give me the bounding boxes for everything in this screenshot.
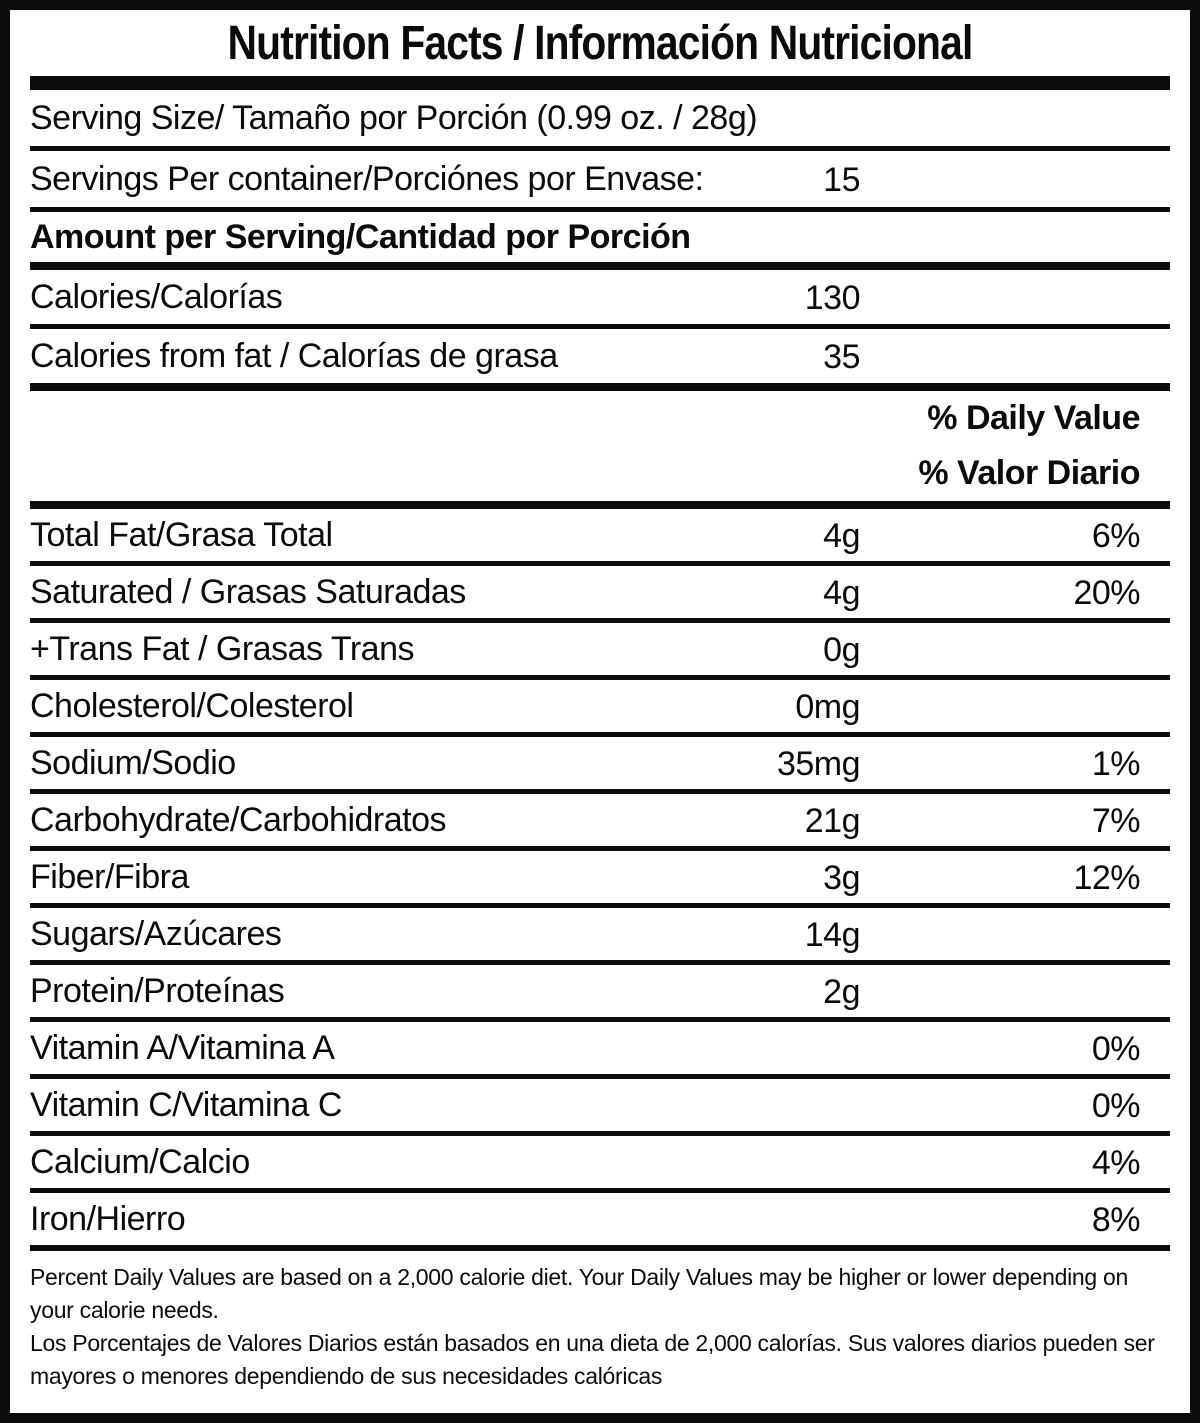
divider [30, 1188, 1170, 1193]
nutrient-daily-value: 6% [1091, 517, 1141, 556]
calories-from-fat-value: 35 [823, 338, 860, 377]
nutrient-row-iron: Iron/Hierro 8% [30, 1193, 1170, 1245]
nutrient-label: Carbohydrate/Carbohidratos [30, 800, 447, 839]
label-title: Nutrition Facts / Información Nutriciona… [227, 17, 974, 70]
nutrient-amount: 14g [804, 916, 861, 955]
divider [30, 960, 1170, 965]
servings-per-container-label: Servings Per container/Porciónes por Env… [30, 159, 704, 198]
divider [30, 675, 1170, 680]
daily-value-header-en-row: % Daily Value [30, 391, 1170, 446]
divider [30, 1131, 1170, 1136]
nutrient-daily-value: 0% [1091, 1087, 1141, 1126]
nutrient-amount: 4g [823, 574, 860, 613]
nutrient-label: Sugars/Azúcares [30, 914, 282, 953]
nutrient-row-sugars: Sugars/Azúcares 14g [30, 908, 1170, 960]
divider [30, 732, 1170, 737]
nutrient-label: Vitamin C/Vitamina C [30, 1085, 342, 1124]
divider [30, 846, 1170, 851]
nutrient-daily-value: 7% [1091, 802, 1141, 841]
nutrient-row-calcium: Calcium/Calcio 4% [30, 1136, 1170, 1188]
nutrient-row-trans-fat: +Trans Fat / Grasas Trans 0g [30, 623, 1170, 675]
nutrient-row-fiber: Fiber/Fibra 3g 12% [30, 851, 1170, 903]
divider [30, 561, 1170, 566]
nutrient-daily-value: 8% [1091, 1201, 1141, 1240]
serving-size-row: Serving Size/ Tamaño por Porción (0.99 o… [30, 90, 1170, 146]
serving-size-label: Serving Size/ Tamaño por Porción (0.99 o… [30, 98, 758, 137]
divider [30, 207, 1170, 212]
section-divider-bar [30, 501, 1170, 509]
nutrient-row-carbohydrate: Carbohydrate/Carbohidratos 21g 7% [30, 794, 1170, 846]
footnote-english: Percent Daily Values are based on a 2,00… [30, 1264, 1128, 1323]
divider [30, 789, 1170, 794]
calories-value: 130 [804, 279, 861, 318]
divider [30, 1017, 1170, 1022]
nutrient-amount: 0g [823, 631, 860, 670]
divider [30, 1074, 1170, 1079]
daily-value-header-en: % Daily Value [927, 399, 1140, 437]
divider [30, 618, 1170, 623]
calories-from-fat-label: Calories from fat / Calorías de grasa [30, 336, 558, 375]
calories-row: Calories/Calorías 130 [30, 270, 1170, 324]
nutrient-amount: 35mg [776, 745, 861, 784]
nutrient-label: +Trans Fat / Grasas Trans [30, 629, 414, 668]
amount-per-serving-header-row: Amount per Serving/Cantidad por Porción [30, 212, 1170, 262]
nutrient-amount: 4g [823, 517, 860, 556]
amount-per-serving-header: Amount per Serving/Cantidad por Porción [30, 217, 691, 256]
nutrient-daily-value: 20% [1073, 574, 1140, 613]
footnote-divider [30, 1245, 1170, 1251]
nutrient-label: Sodium/Sodio [30, 743, 236, 782]
nutrient-row-vitamin-c: Vitamin C/Vitamina C 0% [30, 1079, 1170, 1131]
divider [30, 903, 1170, 908]
nutrient-label: Saturated / Grasas Saturadas [30, 572, 466, 611]
calories-from-fat-row: Calories from fat / Calorías de grasa 35 [30, 329, 1170, 383]
nutrient-amount: 21g [804, 802, 861, 841]
divider [30, 324, 1170, 329]
section-divider-bar [30, 262, 1170, 270]
daily-value-header-es: % Valor Diario [918, 454, 1140, 492]
nutrient-amount: 2g [823, 973, 860, 1012]
footnote: Percent Daily Values are based on a 2,00… [30, 1251, 1170, 1393]
nutrient-daily-value: 1% [1091, 745, 1141, 784]
servings-per-container-row: Servings Per container/Porciónes por Env… [30, 151, 1170, 207]
nutrient-label: Fiber/Fibra [30, 857, 189, 896]
nutrient-daily-value: 12% [1073, 859, 1140, 898]
calories-label: Calories/Calorías [30, 277, 283, 316]
nutrient-daily-value: 0% [1091, 1030, 1141, 1069]
servings-per-container-value: 15 [823, 161, 860, 200]
nutrient-label: Cholesterol/Colesterol [30, 686, 354, 725]
nutrient-label: Protein/Proteínas [30, 971, 285, 1010]
nutrient-label: Calcium/Calcio [30, 1142, 250, 1181]
nutrient-daily-value: 4% [1091, 1144, 1141, 1183]
nutrient-row-protein: Protein/Proteínas 2g [30, 965, 1170, 1017]
nutrient-label: Iron/Hierro [30, 1199, 186, 1238]
nutrient-row-total-fat: Total Fat/Grasa Total 4g 6% [30, 509, 1170, 561]
nutrient-row-sodium: Sodium/Sodio 35mg 1% [30, 737, 1170, 789]
nutrient-amount: 0mg [795, 688, 860, 727]
nutrient-amount: 3g [823, 859, 860, 898]
footnote-spanish: Los Porcentajes de Valores Diarios están… [30, 1330, 1155, 1389]
nutrient-label: Vitamin A/Vitamina A [30, 1028, 335, 1067]
section-divider-bar [30, 383, 1170, 391]
divider [30, 146, 1170, 151]
title-divider-bar [30, 76, 1170, 90]
daily-value-header-es-row: % Valor Diario [30, 446, 1170, 501]
nutrient-label: Total Fat/Grasa Total [30, 515, 333, 554]
nutrient-row-saturated-fat: Saturated / Grasas Saturadas 4g 20% [30, 566, 1170, 618]
nutrient-row-vitamin-a: Vitamin A/Vitamina A 0% [30, 1022, 1170, 1074]
nutrient-row-cholesterol: Cholesterol/Colesterol 0mg [30, 680, 1170, 732]
